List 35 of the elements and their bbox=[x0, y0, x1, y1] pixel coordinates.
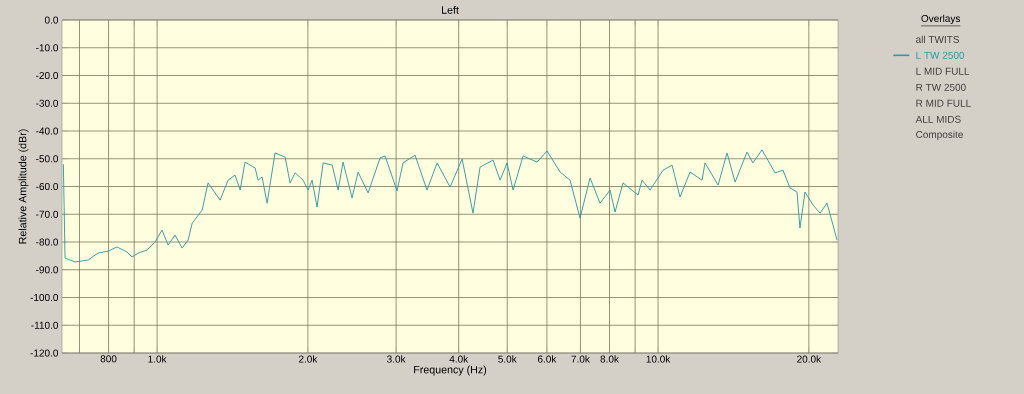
legend-title: Overlays bbox=[921, 14, 961, 24]
y-tick-label: 0.0 bbox=[44, 16, 59, 24]
text: all TWITS bbox=[916, 35, 960, 44]
x-tick-label: 10.0k bbox=[646, 355, 671, 363]
x-tick-label: 6.0k bbox=[537, 355, 557, 363]
x-tick-label: 2.0k bbox=[298, 355, 318, 363]
y-tick-label: -100.0 bbox=[30, 293, 59, 302]
x-tick-label: 3.0k bbox=[387, 355, 406, 363]
y-tick-label: -120.0 bbox=[30, 349, 59, 357]
y-tick-label: -80.0 bbox=[36, 238, 59, 246]
y-tick-label: -90.0 bbox=[36, 266, 59, 274]
text: R TW 2500 bbox=[916, 83, 966, 91]
x-tick-label: 4.0k bbox=[449, 355, 469, 363]
text: L MID FULL bbox=[916, 67, 970, 75]
text: ALL MIDS bbox=[915, 115, 961, 123]
y-tick-label: -10.0 bbox=[36, 44, 59, 52]
x-tick-label: 800 bbox=[100, 355, 117, 363]
chart-title: Left bbox=[442, 5, 459, 14]
y-axis-title: Relative Amplitude (dBr) bbox=[18, 129, 29, 244]
x-tick-label: 1.0k bbox=[148, 355, 167, 363]
x-tick-label: 20.0k bbox=[797, 355, 822, 363]
legend-label: L TW 2500 bbox=[916, 51, 965, 59]
y-tick-label: -110.0 bbox=[31, 321, 59, 329]
x-tick-label: 5.0k bbox=[498, 355, 517, 363]
x-tick-label: 8.0k bbox=[600, 355, 619, 363]
y-tick-label: -70.0 bbox=[36, 210, 59, 218]
x-axis-title: Frequency (Hz) bbox=[414, 365, 487, 376]
text: R MID FULL bbox=[916, 99, 971, 107]
y-tick-label: -30.0 bbox=[36, 99, 59, 107]
y-tick-label: -50.0 bbox=[36, 155, 59, 163]
y-tick-label: -20.0 bbox=[36, 71, 59, 80]
y-tick-label: -60.0 bbox=[36, 182, 59, 191]
x-tick-label: 7.0k bbox=[571, 355, 590, 363]
text: Composite bbox=[916, 130, 963, 140]
y-tick-label: -40.0 bbox=[36, 127, 59, 135]
